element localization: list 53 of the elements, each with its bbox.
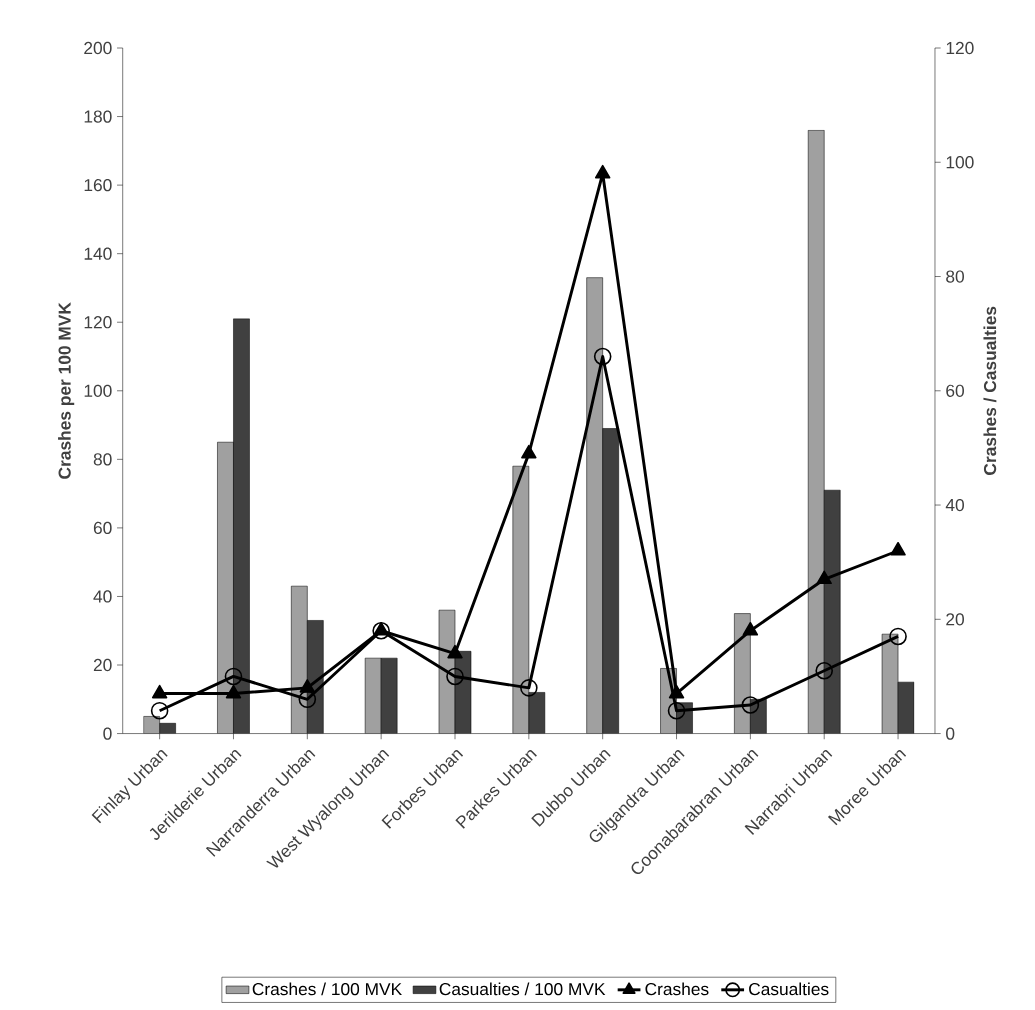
point (298, 690, 317, 709)
y-tick-label: 60 (93, 521, 112, 535)
y-tick-label: 140 (84, 247, 112, 260)
point (593, 347, 612, 366)
point (372, 622, 390, 640)
y2-tick-label: 120 (946, 42, 974, 55)
point (447, 644, 463, 659)
legend-label: Casualties (749, 982, 829, 996)
y2-tick-label: 0 (946, 727, 955, 740)
bar (528, 692, 545, 734)
y-tick-label: 20 (93, 659, 112, 672)
point (150, 702, 169, 720)
point (520, 679, 538, 697)
point (889, 627, 907, 646)
bar (233, 318, 250, 734)
bar (217, 442, 234, 734)
bar (365, 658, 382, 734)
y2-tick-label: 60 (946, 384, 964, 398)
y-axis-title: Crashes per 100 MVK (58, 302, 75, 479)
bar (586, 277, 603, 734)
point (521, 444, 537, 459)
legend-label: Crashes (645, 982, 709, 996)
point (446, 667, 464, 686)
y2-axis-title: Crashes / Casualties (983, 306, 997, 476)
y-tick-label: 0 (103, 727, 112, 740)
y-tick-label: 40 (93, 590, 112, 603)
y2-tick-label: 100 (946, 156, 974, 169)
point (151, 684, 168, 699)
y-tick-label: 180 (84, 110, 112, 123)
point (816, 570, 832, 585)
legend-label: Crashes / 100 MVK (252, 982, 402, 996)
y2-tick-label: 20 (946, 613, 964, 626)
point (742, 622, 759, 636)
bar (602, 428, 619, 734)
y-tick-label: 80 (93, 453, 112, 466)
point (299, 679, 316, 693)
point (741, 696, 760, 714)
y-tick-label: 200 (84, 42, 112, 55)
point (594, 165, 611, 179)
point (667, 702, 686, 720)
bar (381, 658, 398, 734)
legend-label: Casualties / 100 MVK (439, 982, 606, 996)
point (815, 662, 834, 680)
y-tick-label: 160 (84, 179, 112, 192)
point (225, 684, 242, 699)
point (890, 542, 906, 556)
point (668, 684, 685, 699)
y-tick-label: 120 (84, 316, 112, 329)
bar (808, 130, 825, 734)
y-tick-label: 100 (84, 384, 112, 398)
y2-tick-label: 40 (945, 499, 964, 512)
y2-tick-label: 80 (946, 270, 964, 283)
point (224, 667, 243, 686)
